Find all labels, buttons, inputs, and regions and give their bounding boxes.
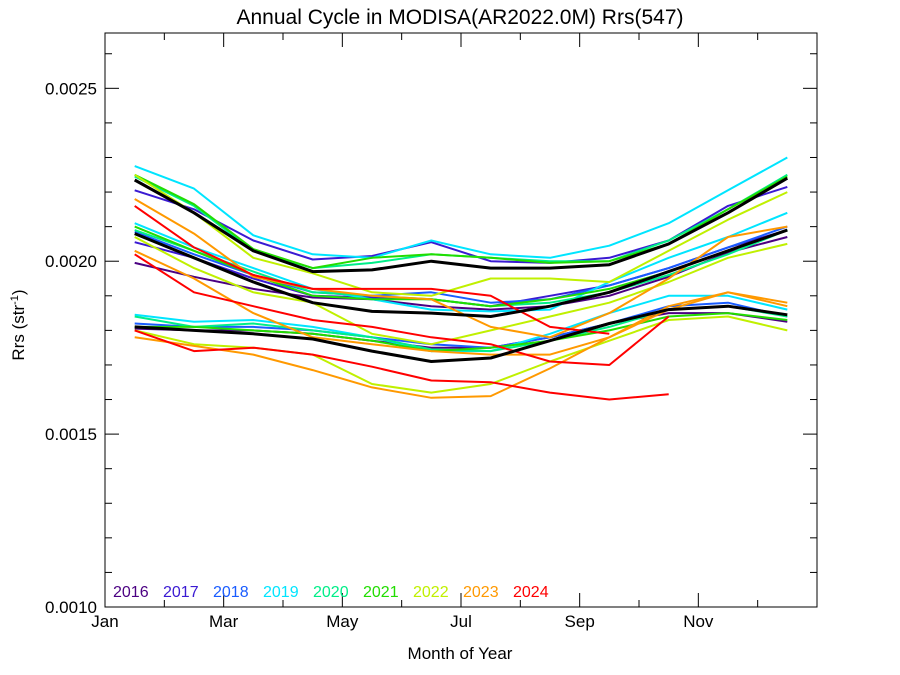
- legend-entry-2016: 2016: [113, 584, 149, 601]
- series-line-13: [134, 173, 788, 270]
- series-line-20: [134, 249, 788, 356]
- series-line-18: [134, 315, 788, 394]
- x-axis-label: Month of Year: [408, 644, 513, 663]
- series-line-27: [134, 228, 788, 318]
- x-tick-label: May: [326, 612, 359, 631]
- x-tick-label: Mar: [209, 612, 239, 631]
- series-line-22: [134, 205, 610, 335]
- legend-entry-2021: 2021: [363, 584, 399, 601]
- series-line-23: [134, 253, 670, 366]
- x-tick-label: Jul: [450, 612, 472, 631]
- y-tick-label: 0.0015: [45, 425, 97, 444]
- y-tick-label: 0.0010: [45, 598, 97, 617]
- plot-frame: [104, 32, 818, 608]
- x-tick-label: Sep: [565, 612, 595, 631]
- axes-layer: 0.0010 0.0015 0.0020 0.0025 Jan Mar May Jul Sep N…: [45, 32, 818, 631]
- y-axis-label: Rrs (str-1): [9, 289, 28, 360]
- series-line-15: [134, 312, 788, 353]
- series-line-26: [133, 176, 789, 274]
- legend-entry-2017: 2017: [163, 584, 199, 601]
- legend-entry-2020: 2020: [313, 584, 349, 601]
- y-tick-label: 0.0020: [45, 252, 97, 271]
- y-axis-label-main: Rrs (str: [9, 305, 28, 361]
- legend: 2016 2017 2018 2019 2020 2021 2022 2023 2024: [113, 584, 549, 601]
- y-tick-label: 0.0025: [45, 79, 97, 98]
- series-line-7: [134, 156, 788, 259]
- series-line-6: [134, 301, 788, 349]
- series-line-10: [134, 173, 788, 270]
- y-axis-label-superscript: -1: [9, 295, 21, 305]
- legend-entry-2023: 2023: [463, 584, 499, 601]
- y-axis-label-close: ): [9, 289, 28, 295]
- series-line-28: [134, 304, 788, 363]
- legend-entry-2022: 2022: [413, 584, 449, 601]
- series-line-21: [134, 291, 788, 399]
- series-line-16: [134, 173, 788, 297]
- legend-entry-2024: 2024: [513, 584, 549, 601]
- x-tick-label: Nov: [683, 612, 714, 631]
- legend-entry-2018: 2018: [213, 584, 249, 601]
- series-line-24: [134, 329, 669, 401]
- series-layer: [133, 156, 789, 401]
- series-line-8: [134, 211, 788, 313]
- legend-entry-2019: 2019: [263, 584, 299, 601]
- chart-title: Annual Cycle in MODISA(AR2022.0M) Rrs(54…: [237, 6, 684, 29]
- x-tick-label: Jan: [91, 612, 118, 631]
- series-line-17: [134, 236, 788, 346]
